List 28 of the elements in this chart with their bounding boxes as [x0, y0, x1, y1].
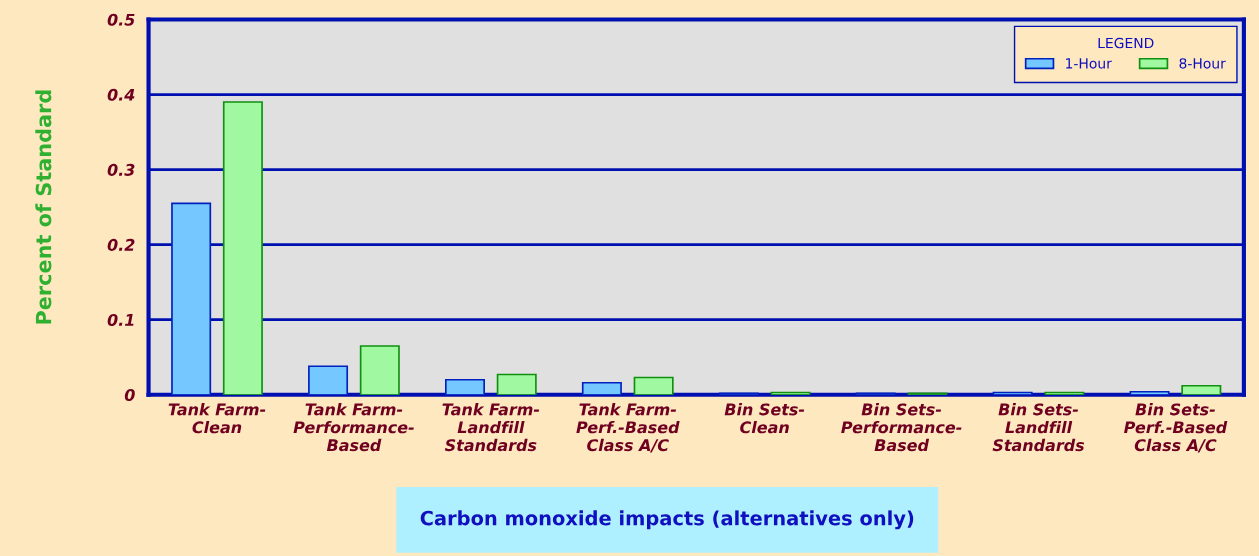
y-tick-label: 0.3	[107, 163, 135, 176]
x-tick-label: Bin Sets- Perf.-Based Class A/C	[1124, 403, 1228, 453]
bar	[359, 345, 400, 395]
y-tick-label: 0.5	[107, 13, 135, 26]
x-tick-label: Bin Sets- Landfill Standards	[992, 403, 1085, 452]
legend-label: 8-Hour	[1179, 58, 1226, 69]
bar	[222, 101, 263, 395]
bar	[581, 381, 622, 395]
bar	[1181, 384, 1222, 395]
bar	[308, 365, 349, 395]
bar	[444, 378, 485, 395]
x-tick-label: Tank Farm- Clean	[168, 403, 266, 434]
legend-label: 1-Hour	[1066, 58, 1112, 69]
y-tick-label: 0	[124, 388, 135, 402]
bar	[496, 373, 537, 395]
legend-title: LEGEND	[1098, 37, 1154, 49]
x-tick-label: Tank Farm- Perf.-Based Class A/C	[576, 403, 680, 453]
bar	[633, 376, 674, 395]
x-tick-label: Tank Farm- Performance- Based	[293, 403, 414, 452]
y-axis-title: Percent of Standard	[35, 90, 52, 324]
x-tick-label: Bin Sets- Clean	[724, 403, 805, 434]
x-tick-label: Bin Sets- Performance- Based	[841, 403, 962, 452]
x-axis-title: Carbon monoxide impacts (alternatives only)	[420, 510, 914, 530]
y-tick-label: 0.4	[107, 88, 135, 101]
x-tick-label: Tank Farm- Landfill Standards	[442, 403, 540, 452]
y-tick-label: 0.1	[107, 313, 134, 326]
y-tick-label: 0.2	[107, 238, 135, 251]
bar	[171, 202, 212, 395]
